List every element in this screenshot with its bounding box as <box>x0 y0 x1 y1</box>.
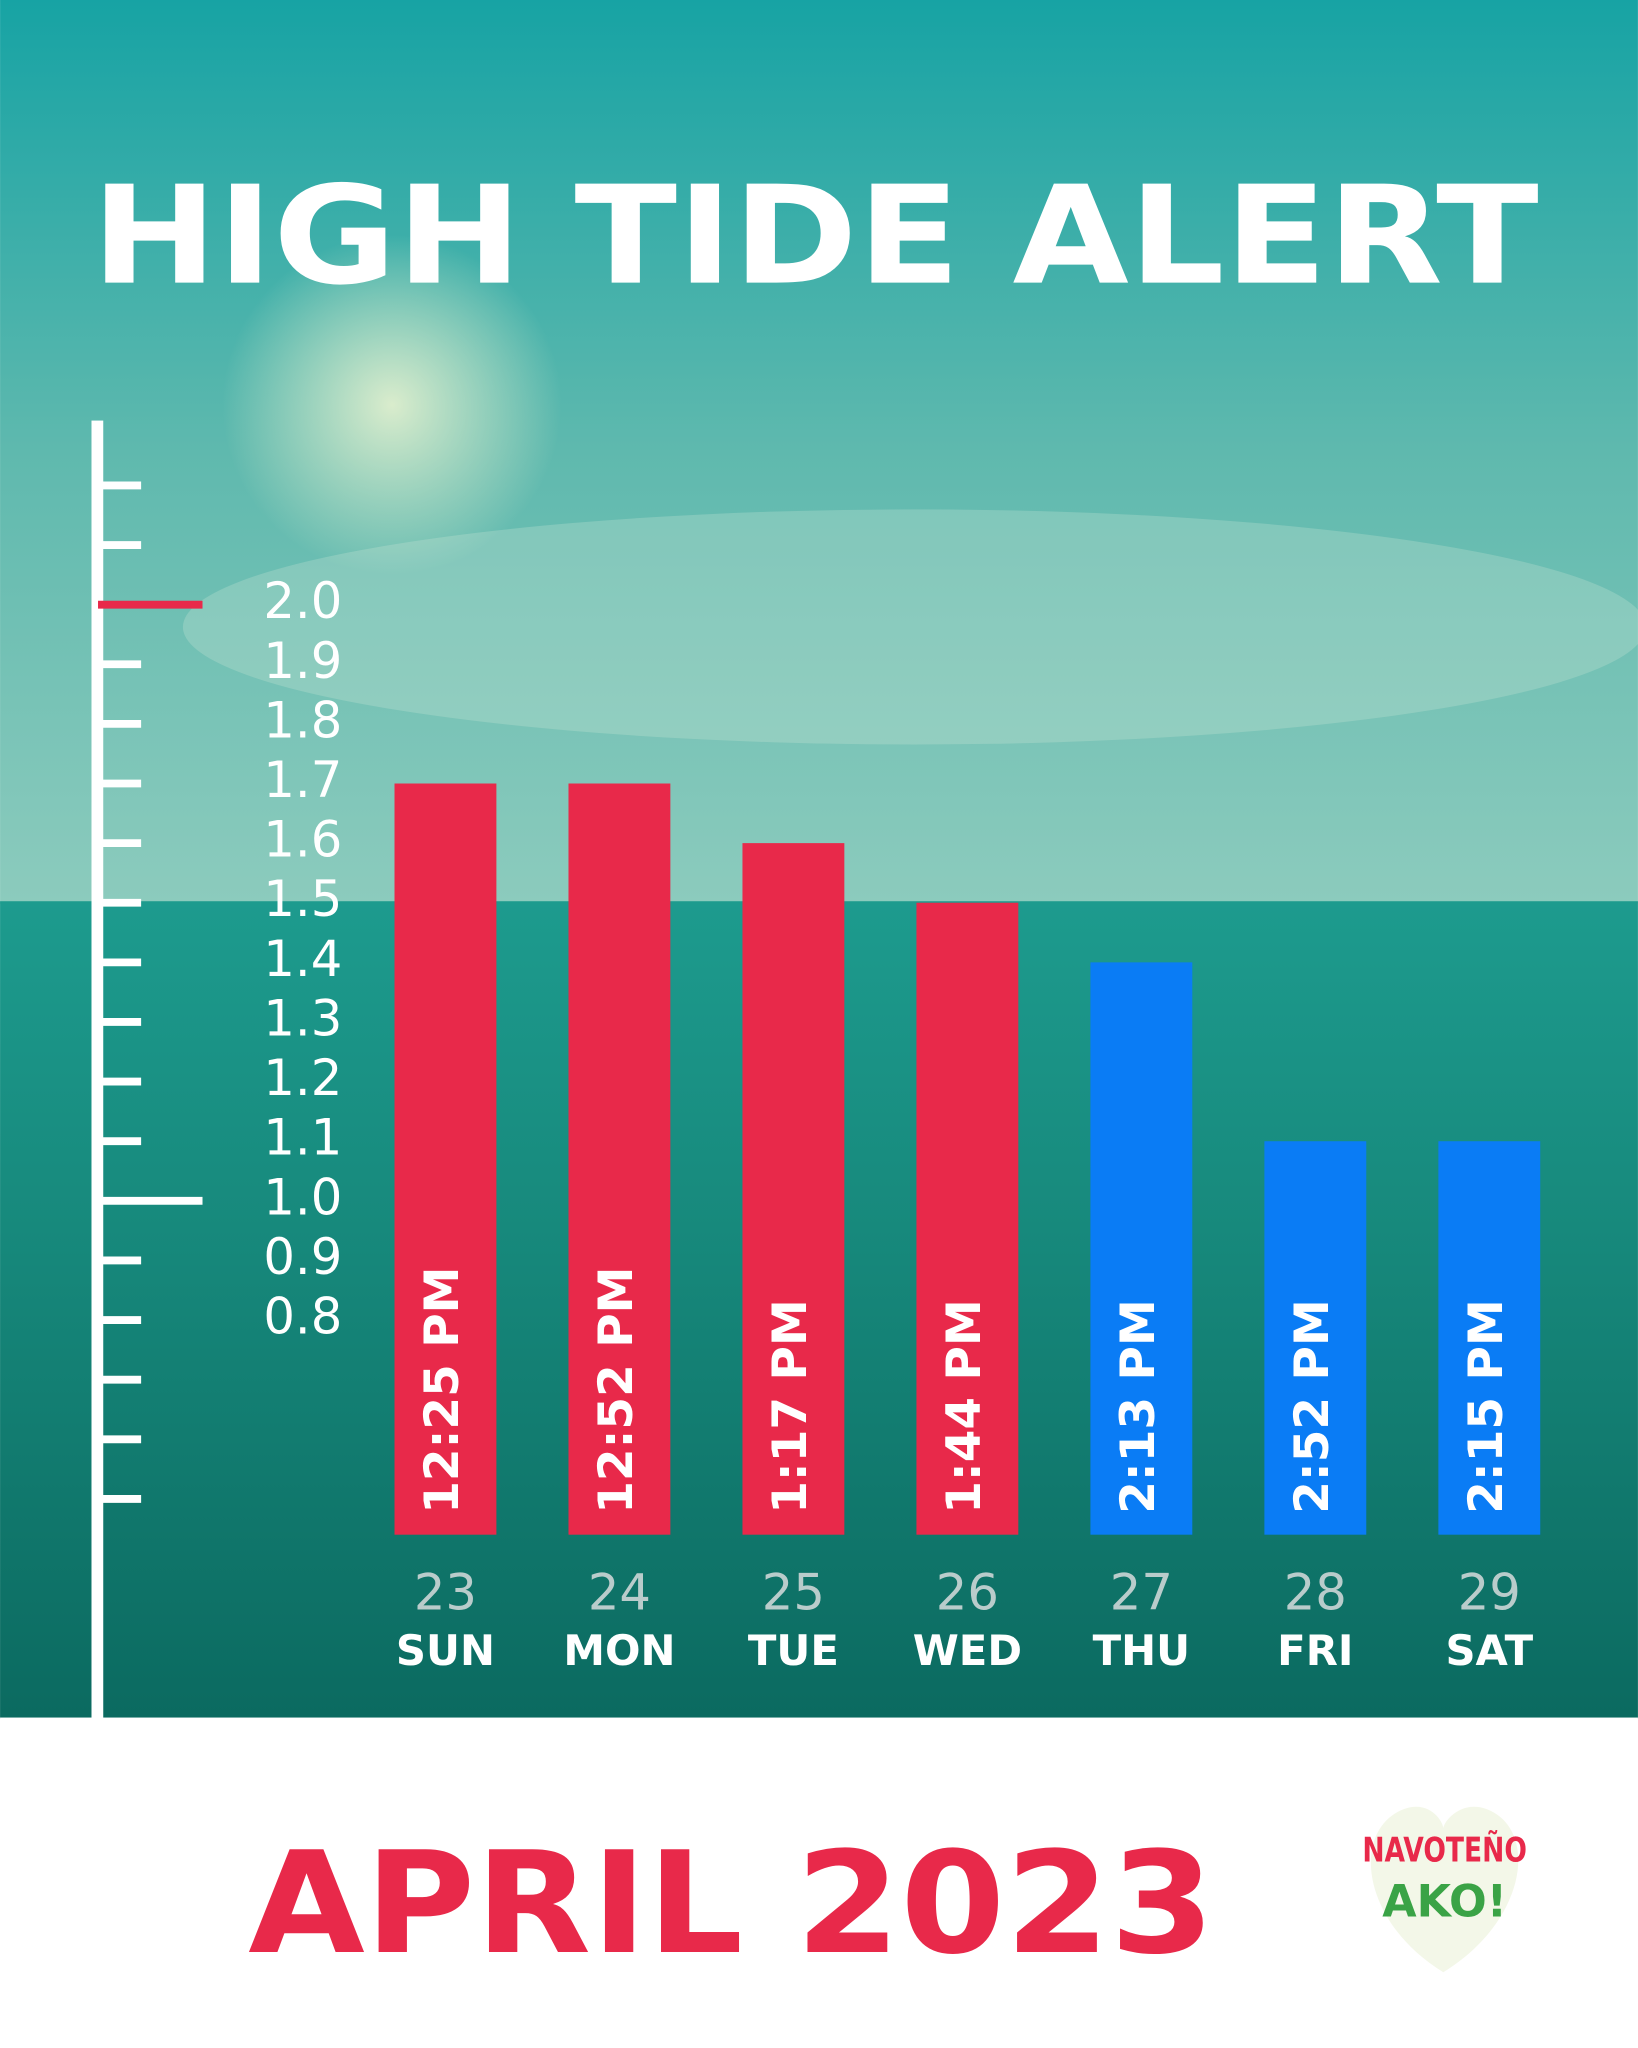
chart-title: HIGH TIDE ALERT <box>91 158 1538 316</box>
x-date-label: 28 <box>1284 1564 1347 1622</box>
x-date-label: 29 <box>1458 1564 1521 1622</box>
y-tick-label: 2.0 <box>263 572 342 630</box>
bar-time-label: 1:44 PM <box>937 1299 992 1514</box>
logo-heart <box>1370 1806 1519 1973</box>
bar <box>568 783 671 1535</box>
x-tick-label: SUN <box>396 1626 495 1675</box>
x-date-label: 23 <box>414 1564 477 1622</box>
clouds <box>183 509 1638 745</box>
x-tick-label: SAT <box>1445 1626 1533 1675</box>
bar <box>1264 1141 1367 1535</box>
y-tick-label: 1.1 <box>263 1109 342 1167</box>
y-tick-label: 1.6 <box>263 811 342 869</box>
bar <box>742 843 845 1535</box>
bar <box>1438 1141 1541 1535</box>
bar-time-label: 12:52 PM <box>589 1267 644 1514</box>
logo-text: AKO! <box>1382 1876 1507 1927</box>
bar-time-label: 2:13 PM <box>1111 1299 1166 1514</box>
y-tick-label: 1.3 <box>263 989 342 1047</box>
bar-time-label: 2:52 PM <box>1285 1299 1340 1514</box>
x-date-label: 26 <box>936 1564 999 1622</box>
x-date-label: 24 <box>588 1564 651 1622</box>
x-tick-label: TUE <box>748 1626 839 1675</box>
bar-time-label: 12:25 PM <box>415 1267 470 1514</box>
y-tick-label: 0.9 <box>263 1228 342 1286</box>
bar-time-label: 2:15 PM <box>1459 1299 1514 1514</box>
y-tick-label: 1.8 <box>263 691 342 749</box>
x-tick-label: MON <box>563 1626 675 1675</box>
y-tick-label: 1.9 <box>263 632 342 690</box>
y-tick-label: 1.7 <box>263 751 342 809</box>
x-date-label: 27 <box>1110 1564 1173 1622</box>
y-tick-label: 0.8 <box>263 1288 342 1346</box>
sun <box>222 235 562 575</box>
bar <box>1090 962 1193 1535</box>
y-tick-label: 1.5 <box>263 870 342 928</box>
footer <box>0 1717 1638 2048</box>
y-tick-label: 1.0 <box>263 1168 342 1226</box>
bar <box>394 783 497 1535</box>
x-date-label: 25 <box>762 1564 825 1622</box>
bar <box>916 902 1019 1535</box>
bar-time-label: 1:17 PM <box>763 1299 818 1514</box>
y-tick-label: 1.2 <box>263 1049 342 1107</box>
subtitle: APRIL 2023 <box>248 1822 1215 1986</box>
x-tick-label: FRI <box>1277 1626 1353 1675</box>
x-tick-label: THU <box>1093 1626 1190 1675</box>
y-tick-label: 1.4 <box>263 930 342 988</box>
x-tick-label: WED <box>913 1626 1022 1675</box>
axis-line <box>91 420 104 1719</box>
logo-text: NAVOTEÑO <box>1362 1830 1527 1871</box>
